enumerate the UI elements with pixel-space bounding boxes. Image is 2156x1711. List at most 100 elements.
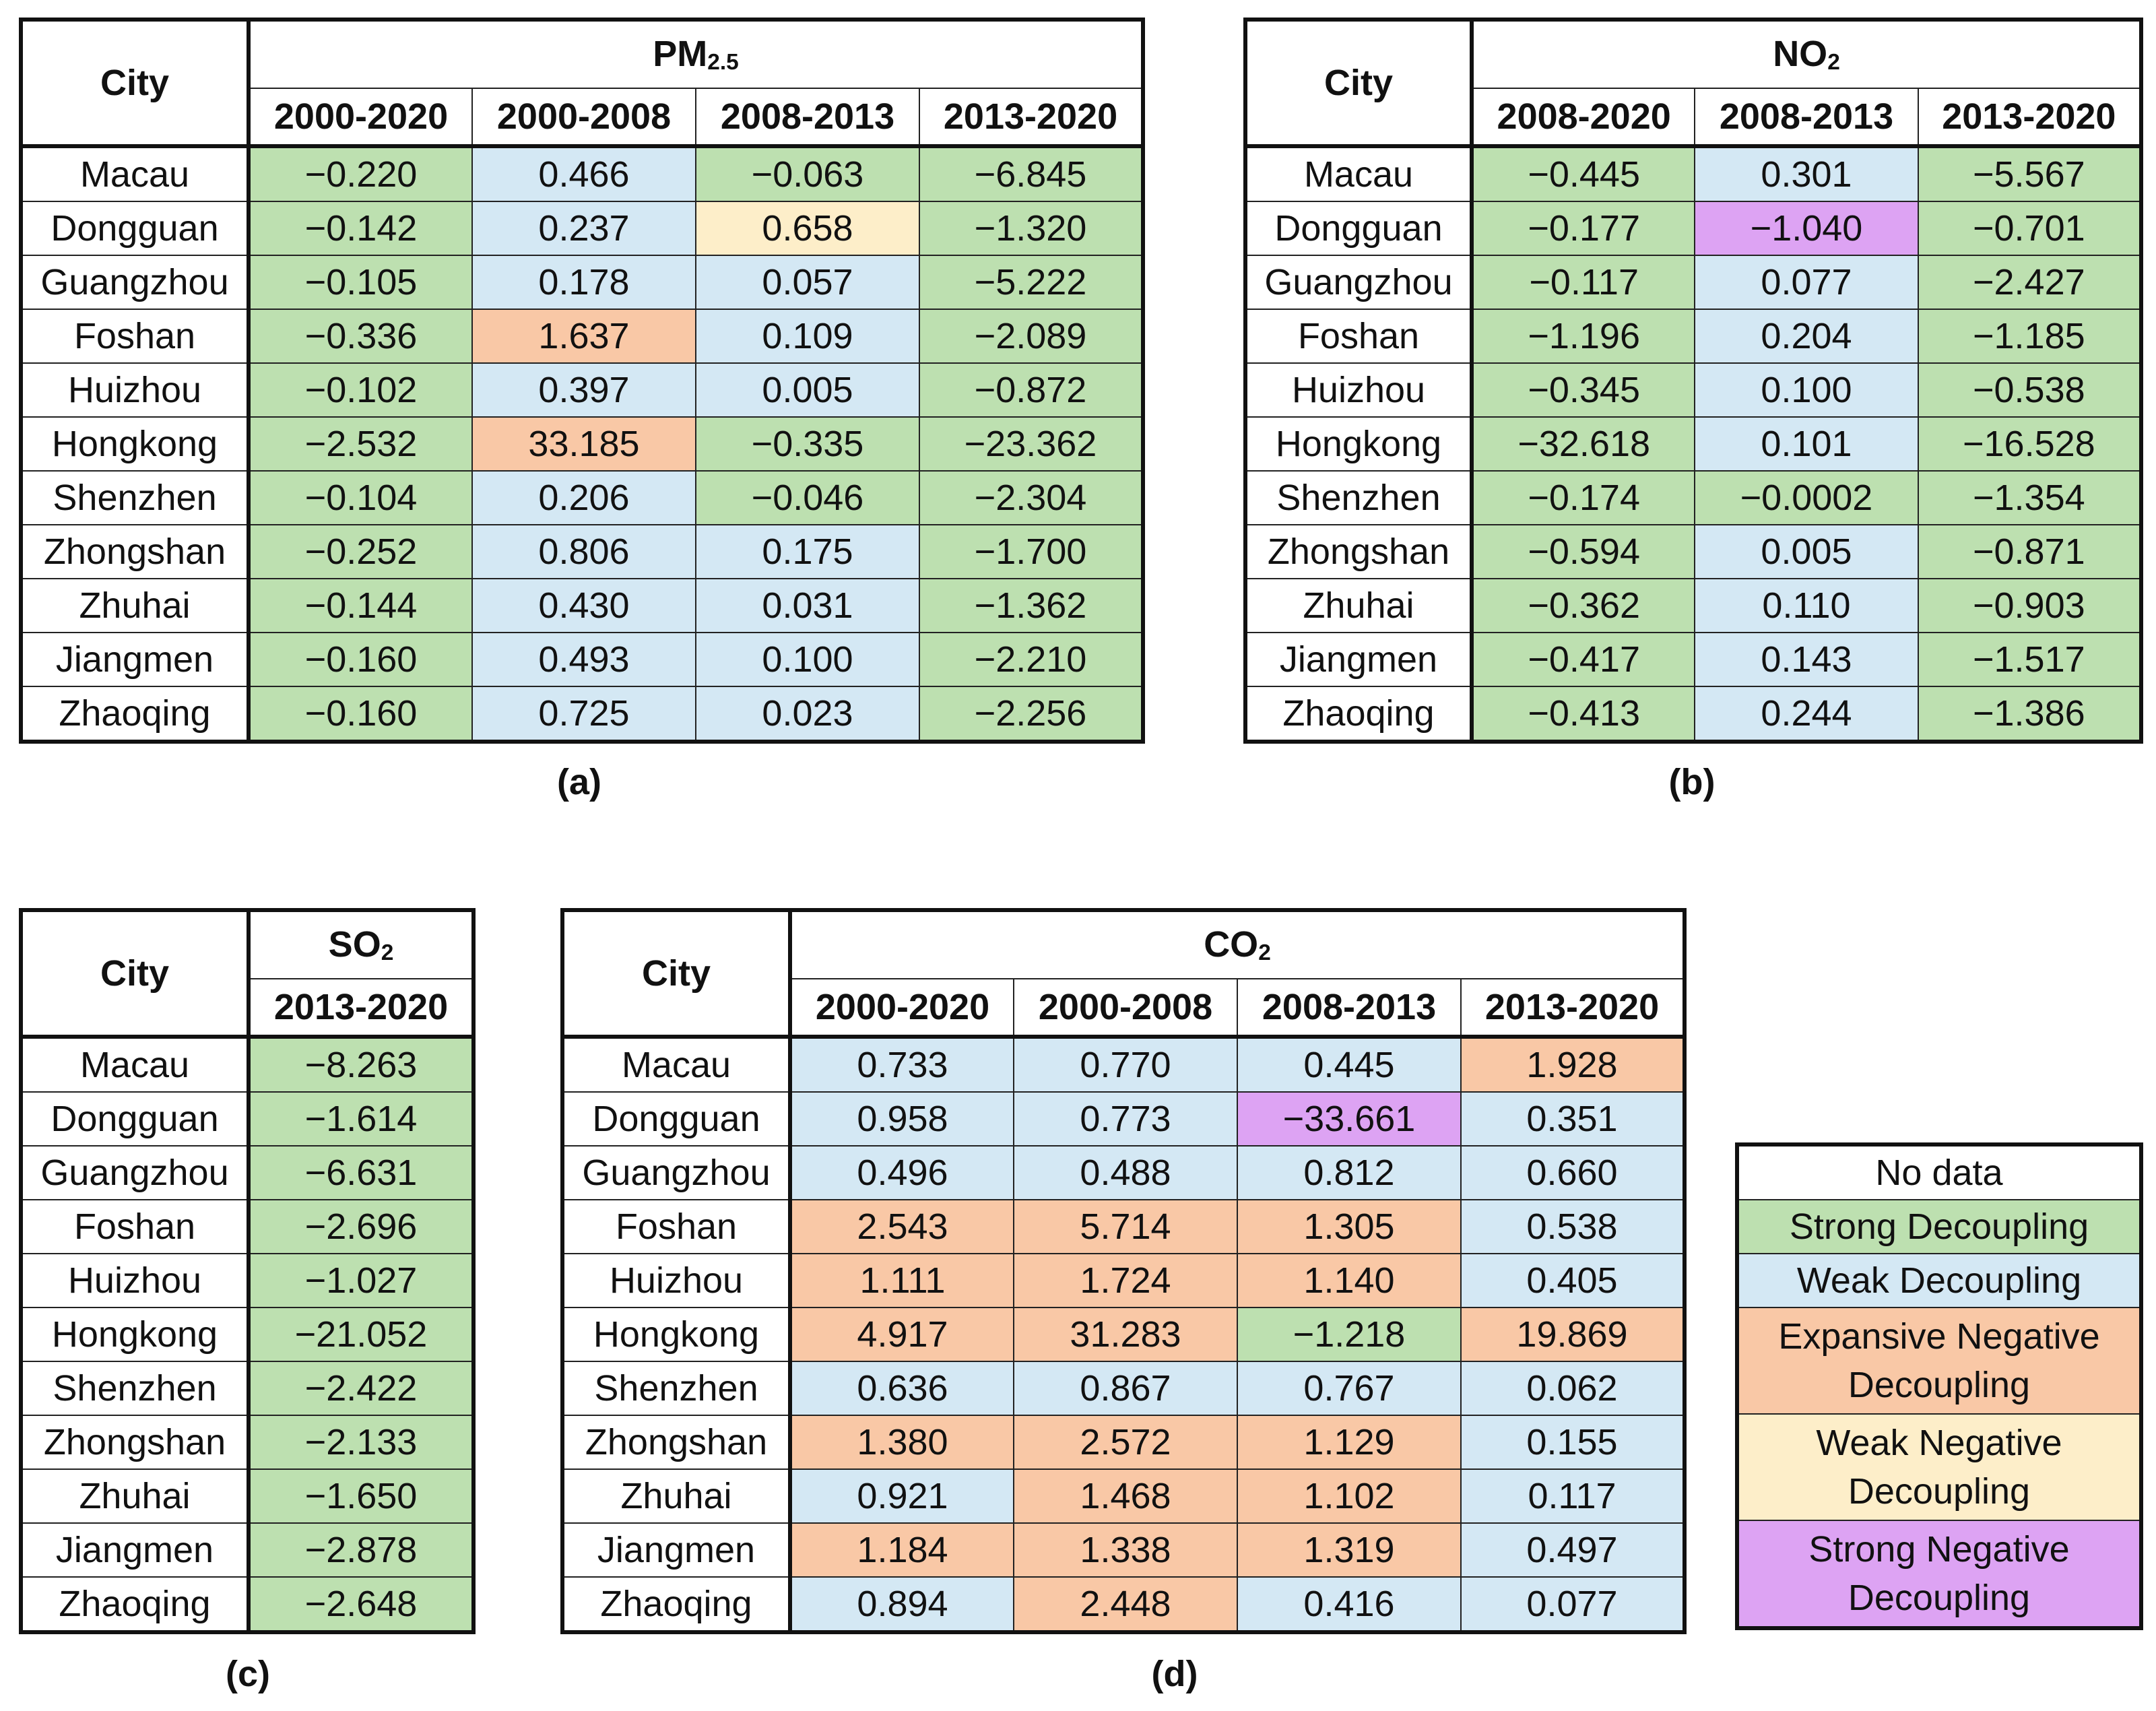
value-cell: −6.631	[248, 1145, 474, 1200]
city-cell: Hongkong	[1245, 416, 1474, 472]
table-row: Dongguan −0.177 −1.040 −0.701	[1245, 201, 2143, 256]
value-cell: −2.210	[919, 632, 1144, 687]
value-cell: 0.958	[789, 1091, 1014, 1147]
value-cell: 0.538	[1460, 1199, 1685, 1254]
city-cell: Huizhou	[562, 1253, 792, 1308]
pollutant-subscript: 2.5	[707, 50, 739, 75]
value-cell: −1.700	[919, 524, 1144, 579]
period-header: 2000-2020	[789, 978, 1014, 1039]
city-cell: Foshan	[562, 1199, 792, 1254]
table-row: Zhaoqing 0.894 2.448 0.416 0.077	[562, 1576, 1685, 1633]
table-row: Zhuhai 0.921 1.468 1.102 0.117	[562, 1468, 1685, 1524]
value-cell: 0.733	[789, 1036, 1014, 1093]
period-header: 2000-2008	[471, 88, 696, 148]
value-cell: −1.354	[1917, 470, 2143, 525]
pollutant-header: NO2	[1471, 19, 2142, 89]
city-cell: Macau	[20, 1036, 251, 1093]
value-cell: 0.057	[695, 255, 920, 310]
value-cell: −0.594	[1470, 524, 1696, 579]
city-cell: Huizhou	[20, 362, 251, 418]
city-cell: Foshan	[20, 1199, 251, 1254]
city-cell: Hongkong	[20, 416, 251, 472]
value-cell: 1.111	[789, 1253, 1014, 1308]
city-cell: Zhongshan	[562, 1415, 792, 1470]
city-cell: Zhaoqing	[20, 686, 251, 742]
city-cell: Hongkong	[20, 1307, 251, 1362]
value-cell: 0.894	[789, 1576, 1014, 1633]
value-cell: −0.445	[1470, 146, 1696, 202]
period-header: 2008-2013	[1237, 978, 1462, 1039]
value-cell: 2.572	[1013, 1415, 1238, 1470]
city-cell: Jiangmen	[20, 1522, 251, 1578]
value-cell: 0.178	[471, 255, 696, 310]
value-cell: −0.046	[695, 470, 920, 525]
city-cell: Macau	[1245, 146, 1474, 202]
table-row: Dongguan −0.142 0.237 0.658 −1.320	[20, 201, 1144, 256]
table-row: Shenzhen −2.422	[20, 1361, 474, 1416]
value-cell: −0.872	[919, 362, 1144, 418]
value-cell: 1.140	[1237, 1253, 1462, 1308]
value-cell: −1.650	[248, 1468, 474, 1524]
table-row: Guangzhou 0.496 0.488 0.812 0.660	[562, 1145, 1685, 1200]
table-row: Guangzhou −0.105 0.178 0.057 −5.222	[20, 255, 1144, 310]
table-row: Shenzhen 0.636 0.867 0.767 0.062	[562, 1361, 1685, 1416]
value-cell: −0.160	[248, 686, 473, 742]
table-row: Huizhou −1.027	[20, 1253, 474, 1308]
city-cell: Dongguan	[20, 1091, 251, 1147]
value-cell: 0.117	[1460, 1468, 1685, 1524]
legend-item: Weak Decoupling	[1736, 1253, 2142, 1308]
city-cell: Huizhou	[1245, 362, 1474, 418]
value-cell: 0.430	[471, 578, 696, 633]
value-cell: 0.660	[1460, 1145, 1685, 1200]
value-cell: 0.445	[1237, 1036, 1462, 1093]
city-cell: Jiangmen	[562, 1522, 792, 1578]
city-cell: Zhuhai	[1245, 578, 1474, 633]
city-cell: Dongguan	[562, 1091, 792, 1147]
table-row: Huizhou 1.111 1.724 1.140 0.405	[562, 1253, 1685, 1308]
city-header: City	[20, 909, 251, 1039]
value-cell: 0.496	[789, 1145, 1014, 1200]
period-header: 2008-2013	[695, 88, 920, 148]
value-cell: −1.386	[1917, 686, 2143, 742]
value-cell: 0.244	[1694, 686, 1919, 742]
value-cell: −0.336	[248, 309, 473, 364]
value-cell: 5.714	[1013, 1199, 1238, 1254]
city-cell: Zhuhai	[20, 578, 251, 633]
table-row: Guangzhou −0.117 0.077 −2.427	[1245, 255, 2143, 310]
value-cell: 1.129	[1237, 1415, 1462, 1470]
value-cell: −2.256	[919, 686, 1144, 742]
value-cell: 0.109	[695, 309, 920, 364]
value-cell: 0.204	[1694, 309, 1919, 364]
value-cell: −2.133	[248, 1415, 474, 1470]
period-header: 2000-2020	[248, 88, 473, 148]
legend-label: Weak Decoupling	[1796, 1260, 2082, 1301]
value-cell: 0.658	[695, 201, 920, 256]
value-cell: −0.063	[695, 146, 920, 202]
table-row: Zhongshan −2.133	[20, 1415, 474, 1470]
value-cell: 1.319	[1237, 1522, 1462, 1578]
value-cell: −1.040	[1694, 201, 1919, 256]
pollutant-name: CO	[1204, 924, 1259, 965]
pollutant-subscript: 2	[381, 940, 394, 966]
value-cell: −0.701	[1917, 201, 2143, 256]
value-cell: 0.301	[1694, 146, 1919, 202]
city-cell: Shenzhen	[562, 1361, 792, 1416]
value-cell: 1.102	[1237, 1468, 1462, 1524]
pm25-decoupling-table: City PM2.5 2000-2020 2000-2008 2008-2013 2013…	[19, 18, 1145, 744]
value-cell: −0.417	[1470, 632, 1696, 687]
table-row: Shenzhen −0.174 −0.0002 −1.354	[1245, 470, 2143, 525]
table-row: Hongkong −32.618 0.101 −16.528	[1245, 416, 2143, 472]
value-cell: −5.567	[1917, 146, 2143, 202]
table-row: Jiangmen −0.417 0.143 −1.517	[1245, 632, 2143, 687]
period-header: 2013-2020	[248, 978, 474, 1039]
city-cell: Guangzhou	[1245, 255, 1474, 310]
value-cell: −2.532	[248, 416, 473, 472]
value-cell: −0.903	[1917, 578, 2143, 633]
value-cell: 1.637	[471, 309, 696, 364]
value-cell: 0.921	[789, 1468, 1014, 1524]
value-cell: −1.218	[1237, 1307, 1462, 1362]
value-cell: −1.027	[248, 1253, 474, 1308]
pollutant-header: PM2.5	[248, 19, 1144, 89]
value-cell: 0.493	[471, 632, 696, 687]
value-cell: 0.062	[1460, 1361, 1685, 1416]
